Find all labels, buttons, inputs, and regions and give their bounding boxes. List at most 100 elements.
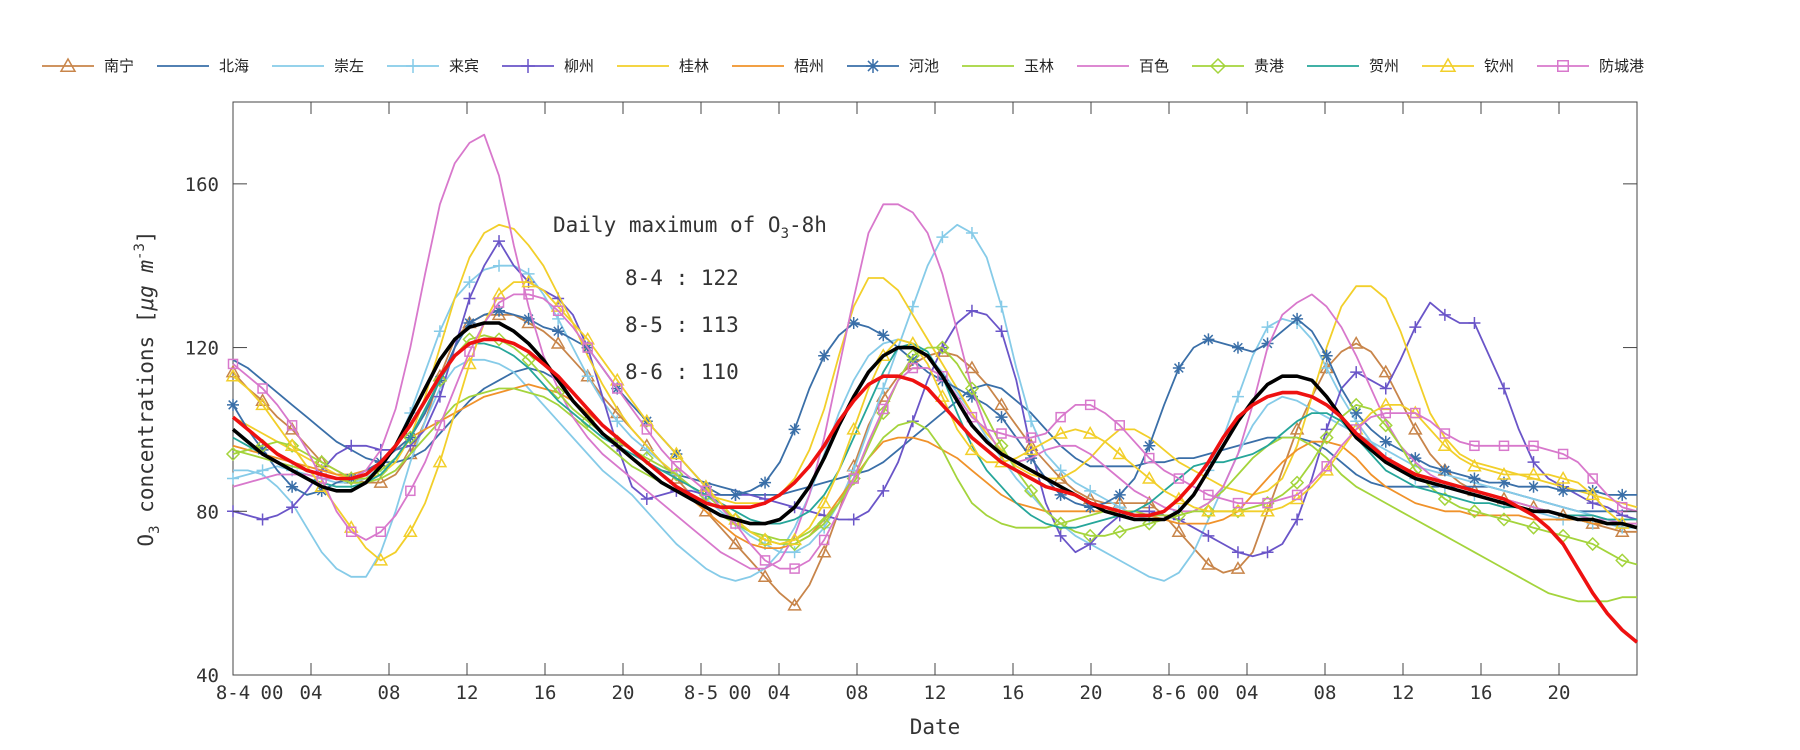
plus-marker [877, 382, 890, 395]
triangle-marker [403, 524, 418, 537]
legend-label: 崇左 [334, 57, 364, 75]
diamond-marker [403, 430, 418, 445]
square-marker [1262, 497, 1273, 509]
diamond-marker [1053, 516, 1068, 531]
square-marker [582, 342, 593, 353]
square-marker [1025, 432, 1037, 443]
series-mean-15 [231, 337, 1639, 644]
diamond-marker [1585, 536, 1600, 552]
square-marker [1291, 489, 1303, 501]
triangle-marker [1496, 466, 1512, 480]
plus-marker [227, 472, 239, 485]
plus-marker [433, 390, 446, 403]
series-line [232, 223, 1638, 509]
diamond-marker [1496, 512, 1512, 527]
triangle-marker [550, 335, 566, 349]
plus-marker [581, 370, 594, 383]
annotation-line-8-5: 8-5 : 113 [625, 313, 739, 337]
diamond-marker [1112, 524, 1127, 539]
legend-item: 桂林 [617, 57, 709, 75]
triangle-marker [1082, 426, 1098, 439]
diamond-marker [1615, 553, 1630, 568]
square-marker [1587, 473, 1598, 484]
triangle-marker [1289, 421, 1305, 435]
diamond-marker [1230, 504, 1246, 519]
plus-marker [1291, 513, 1304, 526]
triangle-marker [964, 360, 980, 374]
square-marker [1498, 440, 1510, 452]
star-marker [1497, 476, 1510, 489]
star-marker [1172, 362, 1185, 375]
x-tick-label: 00 [729, 682, 752, 704]
star-marker [552, 325, 565, 338]
square-marker [1380, 407, 1392, 419]
plus-marker [463, 292, 476, 305]
square-marker [1321, 461, 1332, 472]
legend-item: 南宁 [42, 57, 134, 75]
star-marker [1409, 452, 1422, 465]
square-marker [789, 563, 800, 574]
plus-marker [345, 439, 358, 452]
plus-marker [1261, 546, 1274, 559]
legend-item: 百色 [1077, 57, 1169, 75]
square-marker [671, 461, 682, 472]
triangle-marker [59, 57, 77, 72]
plus-marker [965, 226, 978, 239]
plot-area: 40 80 120 160 8-4 04 08 12 16 20 8-5 04 08 12 16 20 8-6 0… [185, 101, 1639, 704]
diamond-marker [285, 438, 300, 453]
series-line [232, 383, 1637, 549]
star-marker [493, 304, 506, 317]
legend-label: 钦州 [1484, 57, 1514, 75]
square-marker [434, 420, 446, 431]
triangle-marker [462, 356, 477, 370]
legend-item: 崇左 [272, 57, 364, 75]
triangle-marker [1408, 421, 1423, 435]
series-line [231, 337, 1639, 644]
triangle-marker [728, 536, 743, 550]
star-marker [227, 398, 239, 411]
star-marker [759, 476, 772, 489]
star-marker [1231, 341, 1244, 354]
series-防城港 [227, 289, 1638, 574]
triangle-marker [1378, 397, 1394, 411]
legend-label: 贵港 [1254, 57, 1284, 75]
triangle-marker [787, 597, 802, 611]
x-tick-label: 04 [768, 682, 791, 704]
triangle-marker [284, 438, 300, 452]
square-marker [1439, 428, 1451, 439]
x-tick-label: 20 [1548, 682, 1571, 704]
triangle-marker [609, 372, 625, 386]
plus-marker [1497, 382, 1510, 395]
plus-marker [611, 415, 624, 428]
series-北海 [232, 359, 1637, 513]
diamond-marker [669, 467, 684, 482]
plus-marker [406, 59, 420, 73]
diamond-marker [964, 381, 980, 396]
triangle-marker [994, 397, 1009, 411]
triangle-marker [1053, 426, 1068, 439]
square-marker [286, 420, 298, 431]
series-line [232, 359, 1637, 513]
plus-marker [1025, 415, 1038, 428]
square-marker [1410, 407, 1421, 419]
square-marker [1528, 440, 1539, 452]
triangle-marker [255, 397, 270, 411]
star-marker [818, 349, 831, 362]
triangle-marker [1614, 524, 1630, 537]
plus-marker [1054, 529, 1067, 542]
annotation-line-8-6: 8-6 : 110 [625, 360, 739, 384]
plus-marker [1527, 456, 1540, 469]
square-marker [1469, 440, 1480, 452]
diamond-marker [817, 516, 832, 531]
x-tick-label: 08 [378, 682, 401, 704]
diamond-marker [1526, 520, 1541, 535]
triangle-marker [816, 544, 832, 558]
x-tick-label: 12 [456, 682, 479, 704]
series-layer [225, 133, 1639, 644]
series-line [232, 281, 1638, 562]
triangle-marker [225, 368, 241, 382]
triangle-marker [580, 331, 595, 345]
triangle-marker [935, 389, 950, 402]
legend-item: 贵港 [1192, 57, 1284, 75]
star-marker [522, 312, 535, 325]
